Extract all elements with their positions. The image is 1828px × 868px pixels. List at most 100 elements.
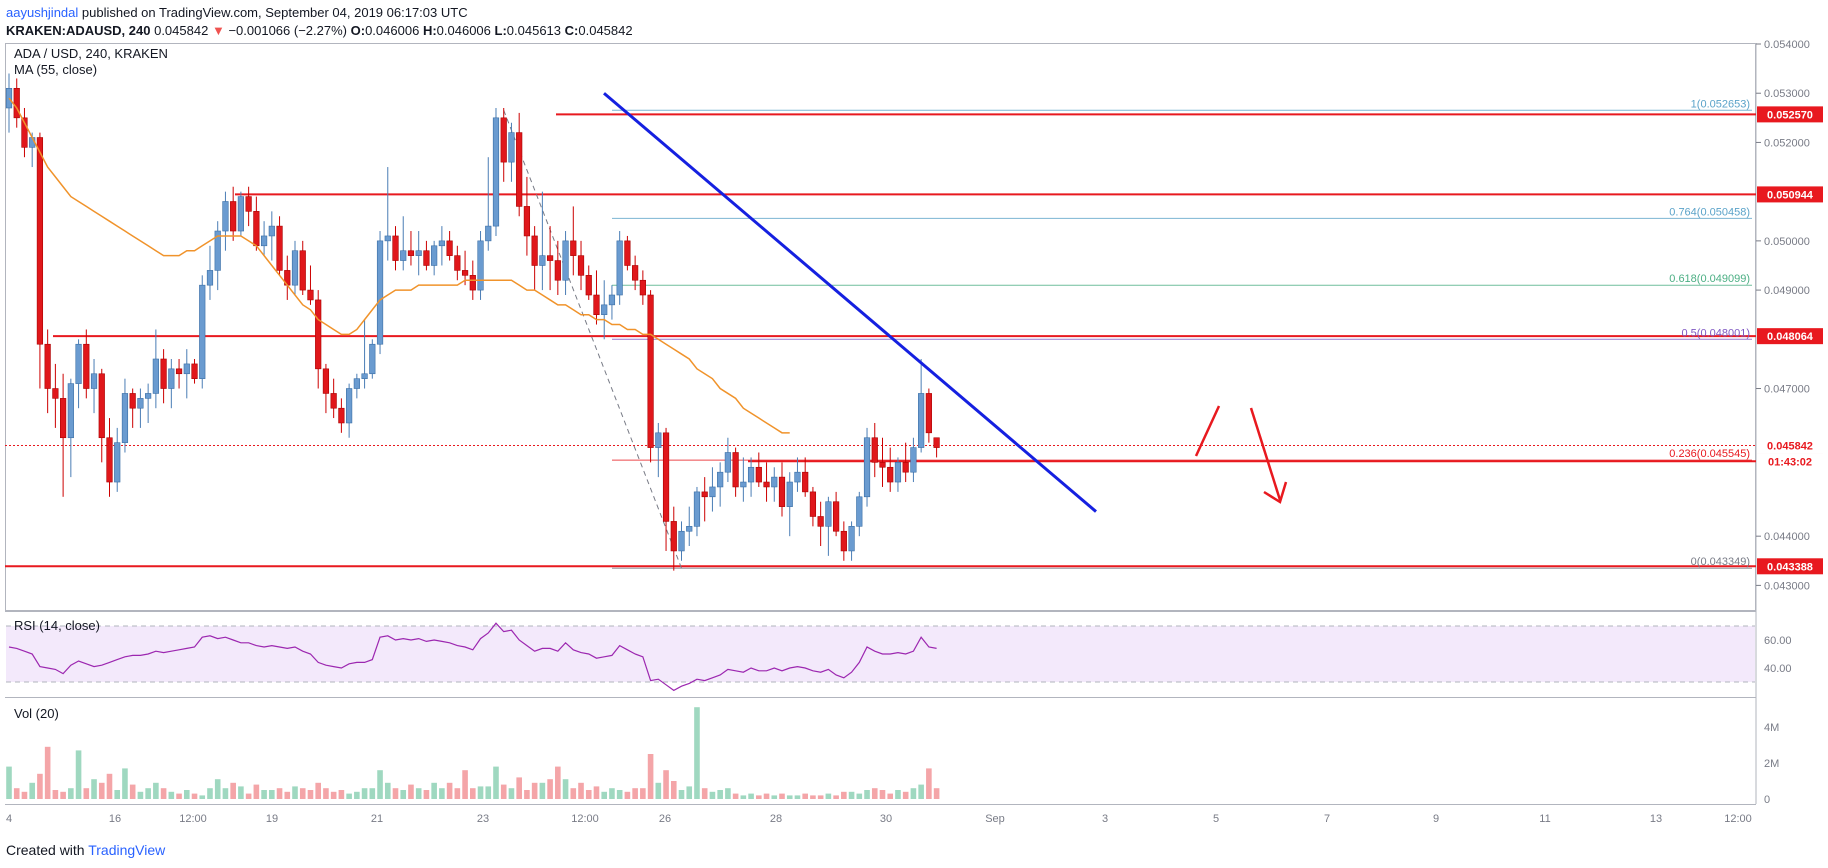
candle-down [500,117,507,163]
fib-level-label: 0.764(0.050458) [1669,206,1750,218]
volume-bar [895,790,901,799]
level-tag-bg [1757,558,1823,575]
volume-bar [663,770,669,799]
candle-down [454,255,461,271]
volume-bar [384,782,391,799]
price-change: −0.001066 (−2.27%) [228,23,347,38]
candle-down [632,265,639,281]
volume-bar [307,790,314,799]
volume-bar [926,768,932,799]
volume-bar [454,788,461,799]
ma-line [8,97,790,434]
candle-up [260,235,268,247]
volume-bar [44,746,51,799]
candle-up [848,526,855,552]
time-tick-label: 13 [1650,813,1662,825]
candle-up [894,462,902,483]
volume-bar [756,795,762,799]
candle-down [98,373,105,439]
volume-bar [354,791,360,799]
candle-up [794,471,801,483]
volume-bar [841,791,847,799]
rsi-legend: RSI (14, close) [14,618,100,633]
candle-up [369,343,376,375]
volume-bar [199,795,206,799]
volume-bar [701,788,708,799]
price-tick-label: 0.044000 [1764,531,1810,543]
candle-down [833,501,840,532]
volume-bar [763,793,770,799]
price-tick-label: 0.054000 [1764,39,1810,51]
volume-bar [810,795,816,799]
candle-down [670,521,677,552]
candle-down [662,432,670,522]
volume-bar [261,790,267,799]
volume-bar [276,788,283,799]
volume-bar [709,791,716,799]
time-tick-label: 11 [1539,813,1550,825]
volume-bar [670,781,677,799]
current-price-tag-bg [1757,437,1823,454]
volume-bar [910,788,917,799]
volume-bar [508,788,515,799]
published-text: published on TradingView.com, September … [81,5,468,20]
volume-bar [346,793,352,799]
moving-average [8,97,790,434]
trendline-group [603,92,1097,513]
fib-level-label: 0.236(0.045545) [1669,448,1750,460]
candle-down [446,240,453,256]
fib-level-label: 0(0.043349) [1691,556,1750,568]
candle-down [191,363,198,379]
volume-bar [60,791,66,799]
candle-down [802,471,809,493]
volume-bar [91,779,97,799]
candle-down [778,476,786,507]
candle-down [879,462,886,468]
candle-down [13,87,20,119]
volume-bar [500,784,507,799]
volume-bar [122,768,128,799]
candle-up [199,284,206,379]
author-link[interactable]: aayushjindal [6,5,79,20]
price-tick-label: 0.052000 [1764,137,1810,149]
volume-bar [145,788,151,799]
volume-pane: 4M 2M 0 [6,707,1779,806]
fib-level-label: 0.618(0.049099) [1669,273,1750,285]
volume-bar [114,790,121,799]
volume-bar [284,791,291,799]
volume-bar [485,786,492,799]
volume-bar [802,793,808,799]
candle-up [477,240,484,291]
price-chart[interactable]: 0.054000 0.053000 0.052000 0.050000 0.049000… [0,36,1828,842]
candle-down [809,491,817,517]
volume-bar [585,790,592,799]
time-tick-label: 16 [109,813,121,825]
tradingview-logo-link[interactable]: TradingView [88,842,166,858]
volume-bar [29,782,35,799]
volume-bar [137,791,144,799]
volume-bar [640,788,646,799]
volume-bar [253,784,260,799]
candle-up [415,250,422,256]
candle-up [145,393,152,399]
candle-down [276,225,283,271]
volume-bar [856,793,863,799]
time-tick-label: 12:00 [1724,813,1752,825]
time-tick-label: 9 [1433,813,1439,825]
volume-bar [871,788,878,799]
rsi-tick-label: 40.00 [1764,663,1792,675]
candle-up [90,373,98,389]
candle-up [616,240,623,296]
level-tag: 0.048064 [1767,331,1814,343]
time-tick-label: Sep [985,813,1005,825]
volume-bar [230,782,236,799]
candle-up [709,486,716,498]
volume-bar [655,782,662,799]
high-label: H: [422,23,437,38]
bearish-trendline [603,92,1097,513]
fib-diagonal [503,110,682,569]
candle-up [492,117,500,227]
candle-down [299,250,306,291]
volume-bar [299,788,306,799]
horizontal-levels [5,113,1756,568]
